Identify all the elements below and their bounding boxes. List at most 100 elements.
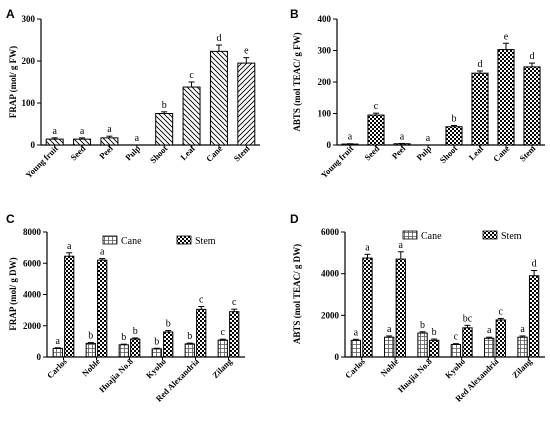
x-tick-label: Peel <box>97 143 115 161</box>
y-tick-label: 100 <box>22 98 36 108</box>
significance-letter: a <box>387 324 392 335</box>
y-tick-label: 2000 <box>321 310 340 320</box>
x-tick-label: Carlos <box>45 356 70 381</box>
bar <box>151 348 162 358</box>
bar <box>217 339 228 358</box>
significance-letter: b <box>162 100 167 111</box>
x-tick-label: Young fruit <box>319 143 356 180</box>
significance-letter: c <box>221 327 226 338</box>
significance-letter: a <box>348 132 353 143</box>
significance-letter: d <box>532 259 537 270</box>
bar <box>462 327 473 358</box>
significance-letter: b <box>187 331 192 342</box>
y-tick-label: 4000 <box>321 269 340 279</box>
legend-label-stem: Stem <box>501 231 522 242</box>
x-tick-label: Leaf <box>467 143 486 162</box>
bar <box>97 259 108 358</box>
bar <box>428 339 440 358</box>
bar <box>45 138 64 146</box>
significance-letter: a <box>354 327 359 338</box>
y-tick-label: 100 <box>318 109 332 119</box>
bar <box>64 255 75 358</box>
x-tick-label: Young fruit <box>23 143 60 180</box>
significance-letter: e <box>244 46 249 57</box>
panel-label-a: A <box>6 7 15 21</box>
significance-letter: b <box>154 336 159 347</box>
bar <box>471 72 489 146</box>
bar <box>85 342 96 358</box>
legend-swatch-stem <box>176 235 192 245</box>
x-tick-label: Stem <box>517 143 537 163</box>
bar <box>528 275 540 358</box>
bar <box>445 126 463 146</box>
panel-label-c: C <box>6 212 15 226</box>
significance-letter: a <box>400 131 405 142</box>
x-tick-label: Kyoho <box>443 356 467 380</box>
significance-letter: c <box>454 332 459 343</box>
plot-c: 02000400060008000aaCarlosbaNoblebbHuajia… <box>23 227 245 404</box>
significance-letter: bc <box>463 313 473 324</box>
bar <box>350 339 362 358</box>
significance-letter: b <box>88 331 93 342</box>
significance-letter: a <box>487 325 492 336</box>
x-tick-label: Cane <box>204 143 225 164</box>
y-tick-label: 400 <box>318 14 332 24</box>
significance-letter: d <box>216 33 221 44</box>
bar <box>393 143 411 146</box>
legend-swatch-cane <box>102 235 118 245</box>
significance-letter: b <box>432 327 437 338</box>
bar <box>495 319 506 358</box>
x-tick-label: Shoot <box>148 143 170 165</box>
x-tick-label: Huajia No.8 <box>396 356 434 394</box>
y-tick-label: 0 <box>327 140 332 150</box>
significance-letter: c <box>232 297 237 308</box>
bar <box>367 114 385 146</box>
significance-letter: a <box>67 241 72 252</box>
x-tick-label: Noble <box>378 356 400 378</box>
bar <box>229 311 240 358</box>
panel-label-b: B <box>290 7 299 21</box>
x-tick-label: Leaf <box>178 143 197 162</box>
significance-letter: a <box>80 126 85 137</box>
y-axis-title-c: FRAP (mol/ g DW) <box>8 257 18 330</box>
legend-label-stem: Stem <box>195 236 216 247</box>
x-tick-label: Zilang <box>510 356 534 380</box>
significance-letter: a <box>399 240 404 251</box>
x-tick-label: Cane <box>491 143 512 164</box>
significance-letter: a <box>52 126 57 137</box>
significance-letter: a <box>135 133 140 144</box>
y-axis-title-a: FRAP (mol/ g FW) <box>8 46 18 118</box>
y-tick-label: 6000 <box>23 258 42 268</box>
bar <box>184 343 195 358</box>
bar <box>484 337 495 358</box>
plot-d: 0 2000 4000 6000 a a Carlos a a Noble bb Huajia No.… <box>321 227 545 404</box>
x-tick-label: Pulp <box>123 143 142 162</box>
y-tick-label: 0 <box>335 352 340 362</box>
x-tick-label: Seed <box>68 143 87 162</box>
y-tick-label: 300 <box>22 14 36 24</box>
legend-c: Cane Stem <box>102 235 216 247</box>
x-tick-label: Kyoho <box>144 356 168 380</box>
significance-letter: b <box>133 326 138 337</box>
legend-label-cane: Cane <box>421 231 442 242</box>
x-tick-label: Seed <box>362 143 381 162</box>
legend-d: Cane Stem <box>402 230 522 242</box>
bar <box>395 258 406 358</box>
bar <box>497 49 515 146</box>
y-tick-label: 6000 <box>321 227 340 237</box>
significance-letter: c <box>199 295 204 306</box>
x-tick-label: Stem <box>232 143 252 163</box>
bar <box>163 331 174 358</box>
y-tick-label: 4000 <box>23 290 42 300</box>
significance-letter: d <box>530 51 535 62</box>
bar <box>100 137 119 146</box>
y-tick-label: 200 <box>318 77 332 87</box>
significance-letter: d <box>478 59 483 70</box>
significance-letter: a <box>100 247 105 258</box>
bar <box>52 347 63 358</box>
bar <box>384 336 395 358</box>
bar <box>517 336 528 358</box>
significance-letter: a <box>56 336 61 347</box>
bar <box>417 332 428 358</box>
